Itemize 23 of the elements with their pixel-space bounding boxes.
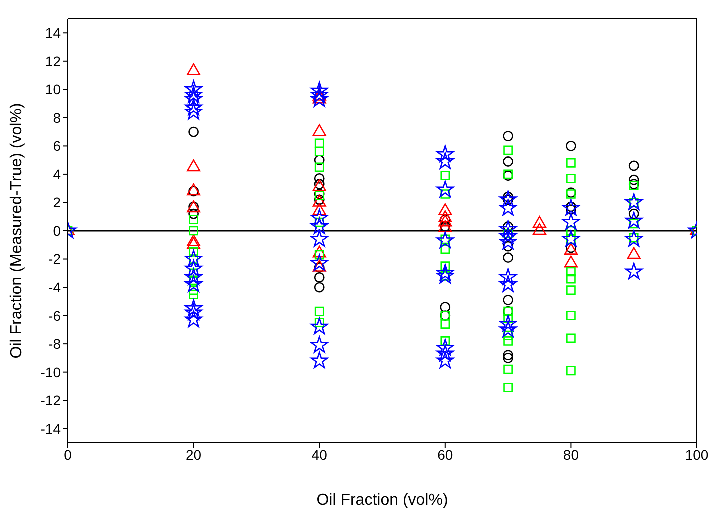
y-tick-label: 0 (53, 222, 62, 239)
y-tick-label: 12 (45, 53, 62, 70)
x-tick-label: 0 (64, 446, 72, 463)
y-tick-label: 10 (45, 82, 62, 98)
y-tick-label: 2 (53, 194, 62, 211)
y-tick-label: -14 (40, 420, 62, 437)
y-tick-label: -8 (48, 336, 62, 352)
y-tick-label: -6 (48, 308, 62, 324)
y-tick-label: -10 (40, 364, 62, 380)
y-tick-label: 8 (53, 110, 62, 126)
y-tick-label: -12 (40, 392, 62, 409)
x-tick-label: 40 (312, 446, 328, 463)
y-tick-label: 4 (53, 166, 62, 182)
y-tick-label: 6 (53, 138, 62, 154)
x-tick-label: 100 (685, 446, 709, 463)
y-tick-label: -2 (48, 251, 62, 268)
x-axis-title: Oil Fraction (vol%) (316, 492, 448, 509)
x-tick-label: 20 (186, 446, 202, 463)
x-tick-label: 80 (563, 446, 580, 463)
y-tick-label: 14 (45, 25, 62, 42)
x-tick-label: 60 (438, 446, 454, 463)
y-tick-label: -4 (48, 280, 62, 296)
y-axis-title: Oil Fraction (Measured-True) (vol%) (8, 103, 26, 359)
